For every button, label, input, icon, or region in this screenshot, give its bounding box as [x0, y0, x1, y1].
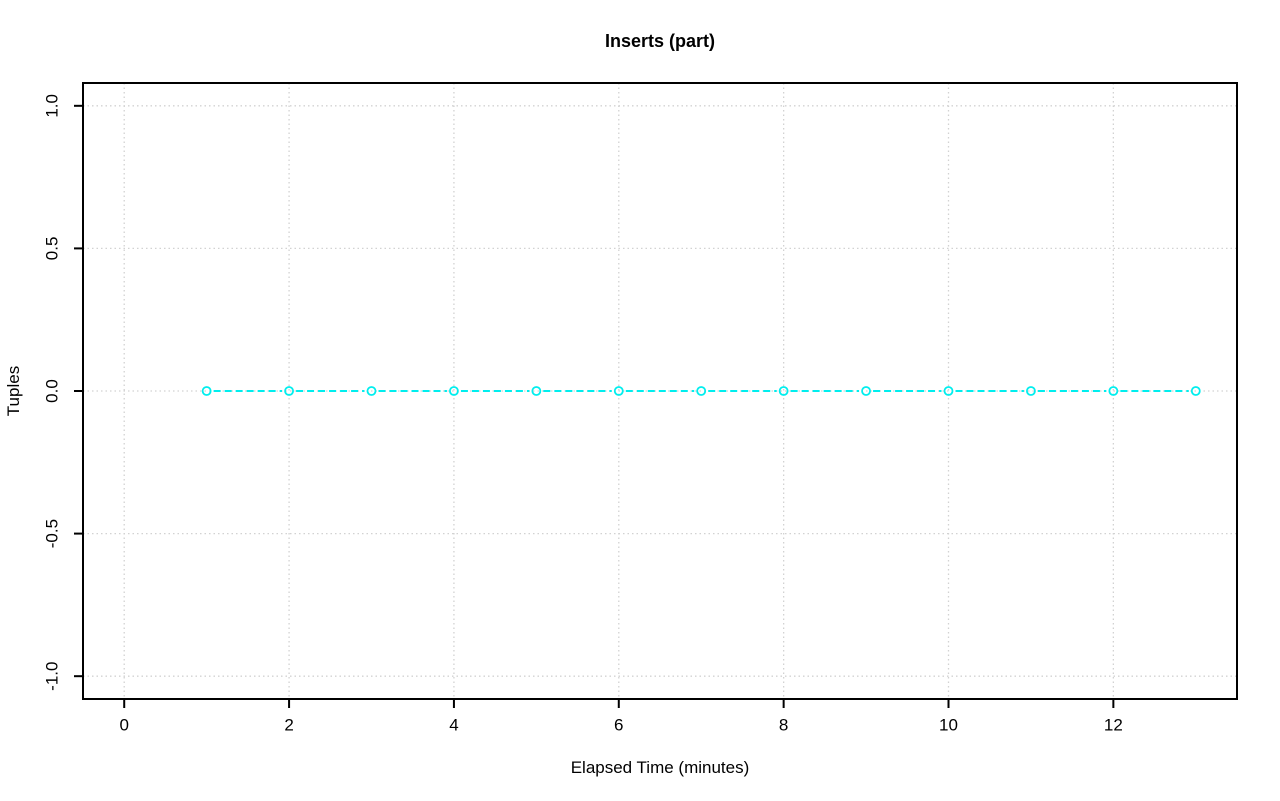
y-tick-label: 0.5	[43, 237, 62, 261]
data-point	[613, 386, 624, 396]
y-tick-label: -1.0	[43, 662, 62, 691]
y-tick-label: 0.0	[43, 379, 62, 403]
data-point	[1026, 386, 1036, 396]
data-point	[778, 386, 789, 396]
y-tick-label: 1.0	[43, 94, 62, 118]
data-point	[201, 386, 212, 396]
x-tick-label: 0	[119, 716, 128, 735]
x-tick-label: 12	[1104, 716, 1123, 735]
data-point	[531, 386, 542, 396]
x-tick-label: 8	[779, 716, 788, 735]
x-tick-label: 4	[449, 716, 458, 735]
x-tick-label: 6	[614, 716, 623, 735]
data-point	[284, 386, 294, 396]
data-point	[943, 386, 954, 396]
data-point	[449, 386, 459, 396]
data-point	[366, 386, 377, 396]
x-tick-label: 10	[939, 716, 958, 735]
data-point	[1190, 386, 1201, 396]
data-point	[861, 386, 871, 396]
chart-title: Inserts (part)	[604, 31, 716, 51]
data-point	[696, 386, 707, 396]
y-axis-label: Tuples	[4, 365, 23, 417]
y-tick-label: -0.5	[43, 519, 62, 548]
x-tick-label: 2	[284, 716, 293, 735]
x-axis-label: Elapsed Time (minutes)	[570, 758, 750, 777]
data-point	[1108, 386, 1119, 396]
